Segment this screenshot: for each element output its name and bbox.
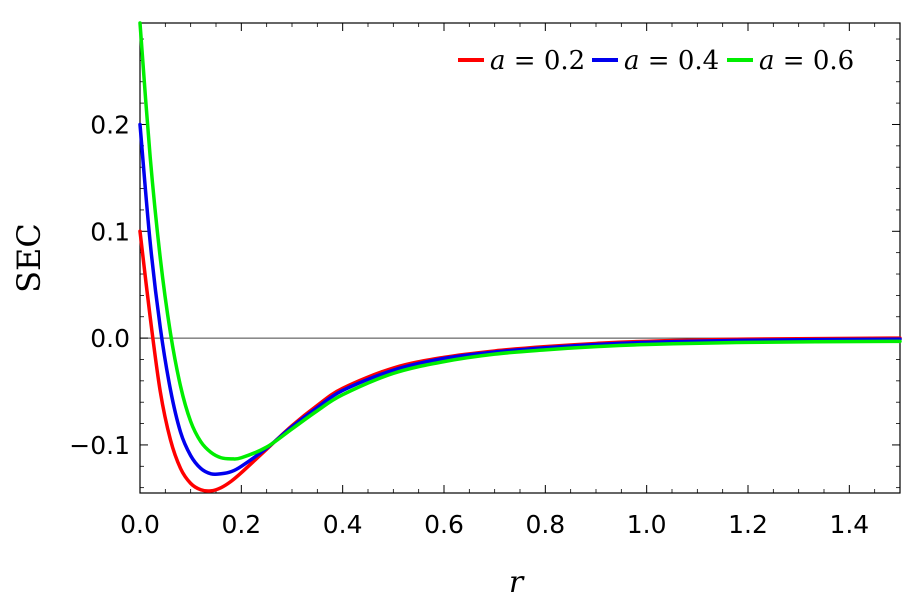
plot-frame [139, 22, 901, 494]
y-axis-title: SEC [10, 223, 48, 293]
series-line-2 [138, 122, 902, 477]
y-tick-label: 0.0 [90, 324, 130, 353]
legend-label-2: a = 0.4 [624, 46, 719, 76]
y-ticks: −0.1 0.0 0.1 0.2 [69, 38, 900, 489]
x-tick-label: 0.8 [525, 510, 565, 539]
x-tick-label: 0.4 [323, 510, 363, 539]
x-tick-label: 0.2 [221, 510, 261, 539]
x-tick-label: 1.2 [728, 510, 768, 539]
x-tick-label: 0.0 [120, 510, 160, 539]
y-tick-label: 0.1 [90, 217, 130, 246]
series-line-3 [138, 21, 902, 461]
x-axis-title: r [509, 565, 525, 600]
x-ticks: 0.0 0.2 0.4 0.6 0.8 1.0 1.2 1.4 [120, 23, 876, 539]
x-tick-label: 1.4 [829, 510, 869, 539]
plot-area: 0.0 0.2 0.4 0.6 0.8 1.0 1.2 1.4 −0.1 0.0 0.1 0.2 [69, 21, 902, 539]
x-tick-label: 1.0 [627, 510, 667, 539]
legend-label-1: a = 0.2 [490, 46, 585, 76]
y-tick-label: 0.2 [90, 110, 130, 139]
series-layer [138, 21, 902, 493]
legend-label-3: a = 0.6 [759, 46, 854, 76]
x-tick-label: 0.6 [424, 510, 464, 539]
y-tick-label: −0.1 [69, 431, 130, 460]
legend: a = 0.2 a = 0.4 a = 0.6 [458, 46, 854, 76]
